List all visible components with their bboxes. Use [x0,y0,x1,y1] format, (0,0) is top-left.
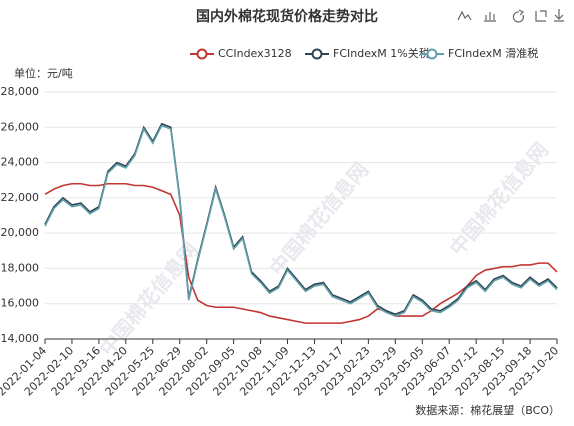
y-tick-label: 22,000 [1,191,40,204]
legend-marker [311,48,323,60]
chart-title: 国内外棉花现货价格走势对比 [196,8,378,25]
source: 数据来源：棉花展望（BCO） [415,403,560,417]
y-tick-label: 26,000 [1,120,40,133]
y-tick-label: 14,000 [1,332,40,345]
series-line [44,122,558,316]
series-line [44,182,558,324]
tool-refresh[interactable] [512,9,525,23]
series-line [44,124,558,317]
legend-label: CCIndex3128 [218,47,292,60]
legend-label: FCIndexM 1%关税 [333,46,430,60]
legend-label: FCIndexM 滑准税 [448,46,538,60]
watermark: 中国棉花信息网 [95,238,203,361]
watermark: 中国棉花信息网 [265,158,373,281]
y-tick-label: 16,000 [1,297,40,310]
tool-save[interactable] [554,9,564,22]
legend-marker [196,48,208,60]
watermark: 中国棉花信息网 [445,138,553,261]
tool-line[interactable] [457,10,472,21]
tool-bar[interactable] [484,12,496,22]
legend-marker [426,48,438,60]
y-unit: 单位：元/吨 [14,66,73,80]
y-tick-label: 24,000 [1,156,40,169]
tool-zoom[interactable] [535,10,547,22]
y-tick-label: 28,000 [1,85,40,98]
y-tick-label: 18,000 [1,261,40,274]
y-tick-label: 20,000 [1,226,40,239]
toolbar [457,9,564,23]
